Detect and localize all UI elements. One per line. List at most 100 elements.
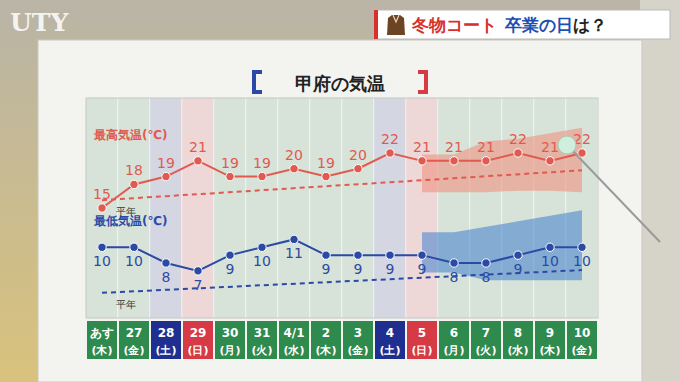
weekday-label: (土) [155,344,176,357]
data-label: 21 [445,139,463,155]
weekday-label: (日) [411,344,432,357]
data-point [482,157,490,165]
data-label: 10 [93,253,111,269]
data-label: 9 [322,261,331,277]
data-label: 11 [285,245,303,261]
column-strip [502,98,534,318]
x-tick-label: あす [90,326,114,340]
data-point [130,180,138,188]
data-point [386,251,394,259]
column-strip [534,98,566,318]
data-point [418,157,426,165]
data-point [226,251,234,259]
coat-icon [387,15,405,35]
date-cell [119,321,149,359]
date-cell [503,321,533,359]
data-point [354,165,362,173]
date-cell [247,321,277,359]
data-point [514,251,522,259]
data-point [546,157,554,165]
x-tick-label: 7 [482,326,490,340]
data-point [258,243,266,251]
weekday-label: (火) [475,344,496,357]
background-right [640,0,680,382]
normal-label: 平年 [116,299,136,310]
title-bracket-right [418,72,426,92]
date-cell [567,321,597,359]
title: 甲府の気温 [295,73,385,94]
data-label: 19 [221,155,239,171]
data-label: 8 [450,269,459,285]
data-point [162,259,170,267]
board [38,40,642,382]
background [0,0,680,382]
plot-area [98,128,586,293]
weekday-label: (土) [379,344,400,357]
forecast-range [422,210,582,280]
data-label: 10 [253,253,271,269]
coat-collar [393,15,399,22]
data-point [578,149,586,157]
x-tick-label: 4 [386,326,394,340]
data-label: 10 [125,253,143,269]
column-strip [470,98,502,318]
x-tick-label: 27 [126,326,143,340]
data-label: 8 [162,269,171,285]
data-point [386,149,394,157]
data-label: 19 [157,155,175,171]
date-cell [215,321,245,359]
weekday-label: (水) [507,344,528,357]
data-label: 19 [253,155,271,171]
weekday-label: (月) [219,344,240,357]
data-point [546,243,554,251]
date-cell [375,321,405,359]
data-point [98,243,106,251]
data-label: 21 [189,139,207,155]
banner-part: 冬物コート [411,15,497,35]
plot-frame [86,98,598,318]
column-strip [182,98,214,318]
data-point [226,172,234,180]
labels: 15181921191920192022212121222122最高気温(℃)1… [93,128,591,310]
date-cell [471,321,501,359]
weekday-label: (金) [571,344,592,357]
data-label: 7 [194,277,203,293]
data-point [194,267,202,275]
weekday-label: (水) [283,344,304,357]
data-label: 21 [413,139,431,155]
data-label: 9 [418,261,427,277]
weekday-label: (日) [187,344,208,357]
data-point [450,259,458,267]
data-label: 10 [541,253,559,269]
data-point [290,235,298,243]
x-tick-label: 5 [418,326,426,340]
data-label: 8 [482,269,491,285]
x-tick-label: 28 [158,326,175,340]
date-cell [439,321,469,359]
data-point [514,149,522,157]
logo: UTY [10,8,69,37]
data-point [194,157,202,165]
banner-accent [374,10,378,39]
data-label: 22 [381,131,399,147]
title-bracket-left [254,72,262,92]
banner-text: 冬物コート卒業の日は？ [411,15,607,35]
pointer-stick [568,146,660,242]
data-point [290,165,298,173]
date-cell [535,321,565,359]
data-label: 21 [541,139,559,155]
data-point [162,172,170,180]
data-label: 20 [349,147,367,163]
data-point [322,251,330,259]
chart-root: UTY冬物コート卒業の日は？甲府の気温あす(木)27(金)28(土)29(日)3… [0,0,680,382]
weekday-label: (木) [315,344,336,357]
banner-part: 卒業の日 [504,15,573,35]
data-label: 9 [386,261,395,277]
column-strip [310,98,342,318]
pointer-tip [558,136,576,154]
data-point [98,204,106,212]
column-strip [214,98,246,318]
date-cell [343,321,373,359]
banner-box [374,10,670,39]
data-point [354,251,362,259]
